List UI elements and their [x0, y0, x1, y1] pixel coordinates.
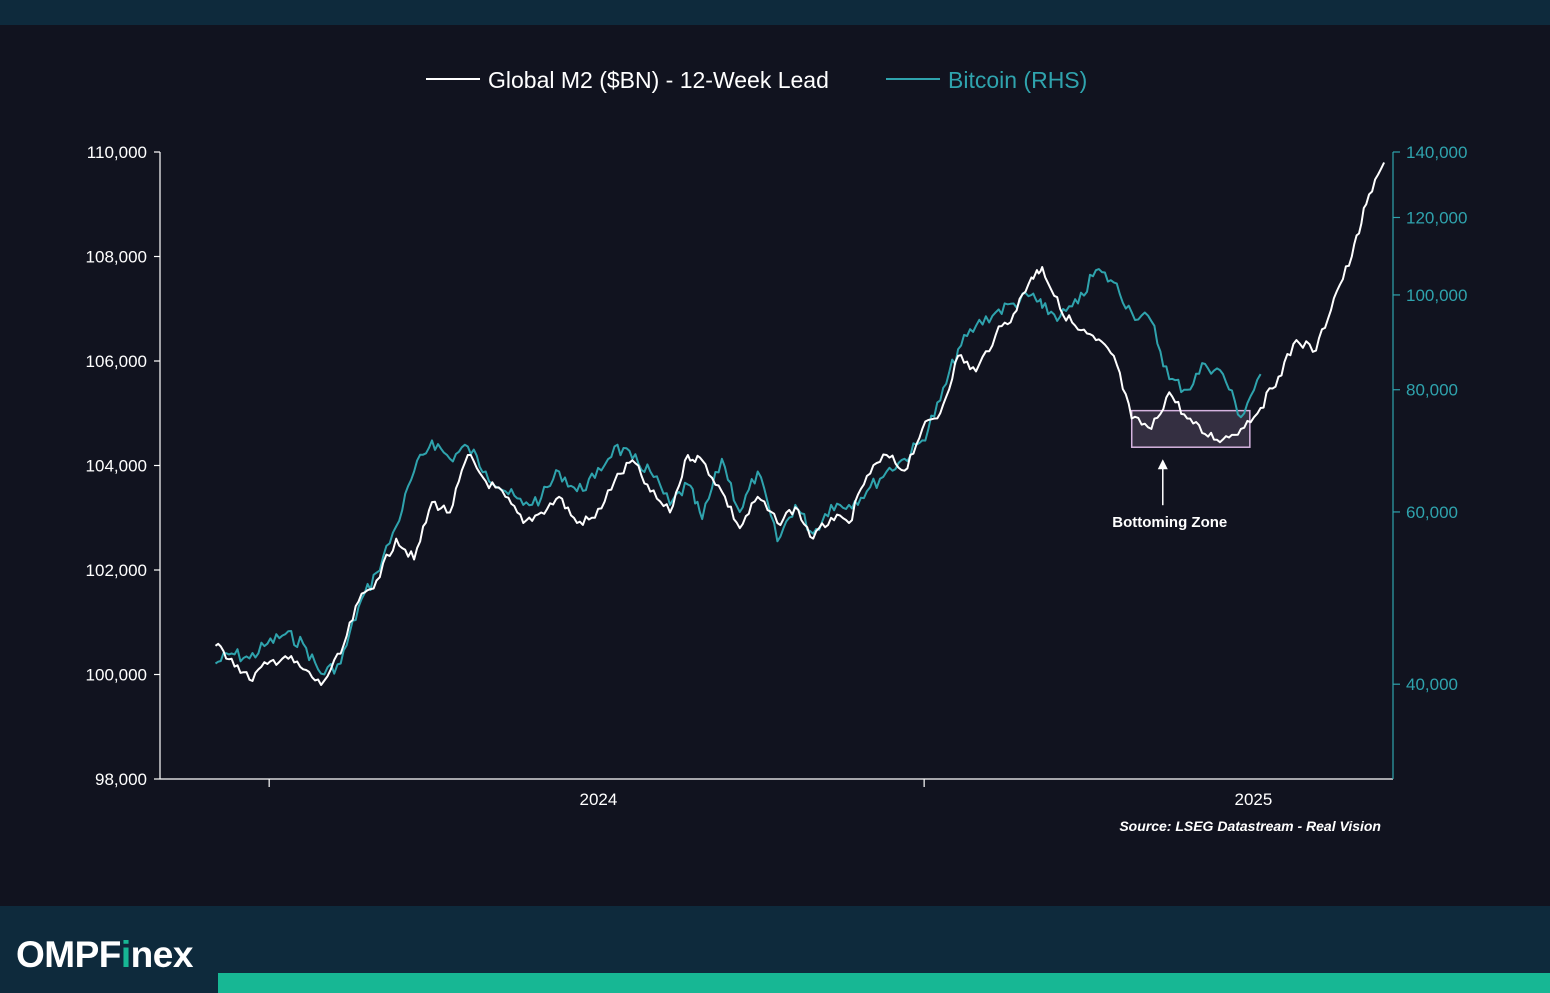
chart: Global M2 ($BN) - 12-Week Lead Bitcoin (…	[86, 67, 1468, 834]
logo-i: i	[120, 934, 131, 975]
logo-prefix: OMPF	[16, 934, 121, 975]
axes	[159, 152, 1394, 780]
bitcoin-line	[214, 268, 1262, 676]
bottoming-zone-annotation: Bottoming Zone	[1112, 409, 1251, 531]
legend-btc-label: Bitcoin (RHS)	[948, 67, 1087, 93]
brand-logo: OMPFinex	[16, 934, 193, 976]
right-tick-label: 80,000	[1406, 381, 1458, 400]
left-tick-label: 106,000	[86, 352, 147, 371]
right-tick-label: 120,000	[1406, 208, 1467, 227]
global-m2-line	[214, 162, 1386, 686]
left-tick-label: 98,000	[95, 770, 147, 789]
x-tick-label: 2025	[1235, 790, 1273, 809]
series-layer	[214, 162, 1386, 686]
left-tick-label: 108,000	[86, 248, 147, 267]
x-tick-label: 2024	[580, 790, 618, 809]
legend: Global M2 ($BN) - 12-Week Lead Bitcoin (…	[426, 67, 1087, 93]
bottoming-zone-label: Bottoming Zone	[1112, 514, 1227, 531]
legend-m2-label: Global M2 ($BN) - 12-Week Lead	[488, 67, 829, 93]
left-tick-label: 102,000	[86, 561, 147, 580]
source-note: Source: LSEG Datastream - Real Vision	[1119, 818, 1381, 834]
right-tick-label: 100,000	[1406, 286, 1467, 305]
top-bar	[0, 0, 1550, 25]
right-tick-label: 140,000	[1406, 143, 1467, 162]
left-tick-label: 110,000	[87, 143, 147, 162]
right-tick-label: 60,000	[1406, 503, 1458, 522]
bottoming-zone-arrowhead	[1157, 459, 1168, 470]
left-ticks: 98,000 100,000 102,000 104,000 106,000 108,00…	[86, 143, 160, 789]
logo-suffix: nex	[130, 934, 194, 975]
right-ticks: 40,000 60,000 80,000 100,000 120,000 140,000	[1393, 143, 1467, 694]
x-ticks: 2024 2025	[268, 779, 1273, 809]
left-tick-label: 104,000	[86, 457, 147, 476]
right-tick-label: 40,000	[1406, 675, 1458, 694]
accent-strip	[218, 973, 1550, 993]
left-tick-label: 100,000	[86, 666, 147, 685]
